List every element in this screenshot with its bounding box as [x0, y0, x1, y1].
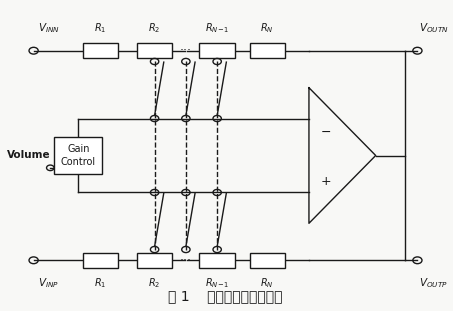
Bar — [199, 43, 235, 58]
Text: Volume: Volume — [7, 151, 50, 160]
Text: ···: ··· — [180, 254, 192, 267]
Bar — [250, 43, 285, 58]
Text: $V_{INN}$: $V_{INN}$ — [38, 21, 60, 35]
Text: $R_2$: $R_2$ — [149, 276, 161, 290]
Text: −: − — [320, 126, 331, 139]
Bar — [250, 253, 285, 268]
Text: Control: Control — [61, 157, 96, 167]
Text: $V_{OUTP}$: $V_{OUTP}$ — [419, 276, 448, 290]
Text: $V_{OUTN}$: $V_{OUTN}$ — [419, 21, 449, 35]
Text: $V_{INP}$: $V_{INP}$ — [38, 276, 59, 290]
Bar — [137, 253, 172, 268]
Text: $R_{N\!-\!1}$: $R_{N\!-\!1}$ — [205, 276, 229, 290]
Text: 图 1    前置放大器结构框图: 图 1 前置放大器结构框图 — [168, 290, 283, 304]
Bar — [82, 43, 118, 58]
Text: ···: ··· — [180, 44, 192, 57]
Bar — [137, 43, 172, 58]
Bar — [82, 253, 118, 268]
Bar — [199, 253, 235, 268]
Text: $R_N$: $R_N$ — [260, 276, 274, 290]
Text: $R_{N\!-\!1}$: $R_{N\!-\!1}$ — [205, 21, 229, 35]
Text: $R_N$: $R_N$ — [260, 21, 274, 35]
Text: $R_2$: $R_2$ — [149, 21, 161, 35]
Text: $R_1$: $R_1$ — [94, 276, 106, 290]
Text: $R_1$: $R_1$ — [94, 21, 106, 35]
Bar — [54, 137, 102, 174]
Text: +: + — [320, 175, 331, 188]
Text: Gain: Gain — [67, 144, 90, 154]
